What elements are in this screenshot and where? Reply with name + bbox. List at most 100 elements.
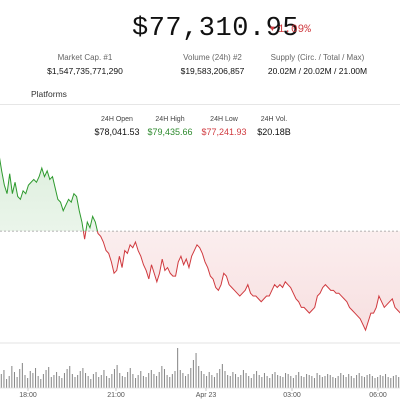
volume-bar xyxy=(303,377,305,388)
volume-bar xyxy=(227,375,229,388)
volume-bar xyxy=(324,376,326,388)
volume-bar xyxy=(298,372,300,388)
volume-bar xyxy=(150,370,152,388)
volume-bar xyxy=(292,378,294,388)
volume-bar xyxy=(261,377,263,388)
ohlc-label: 24H Vol. xyxy=(260,116,288,123)
volume-bar xyxy=(137,375,139,388)
volume-bar xyxy=(269,378,271,388)
volume-bar xyxy=(321,377,323,388)
volume-bar xyxy=(11,366,13,388)
volume-bar xyxy=(216,373,218,388)
volume-bar xyxy=(266,376,268,388)
price-chart[interactable]: 18:00 21:00 Apr 23 03:00 06:00 xyxy=(0,143,400,400)
volume-bar xyxy=(182,373,184,388)
volume-bar xyxy=(235,374,237,388)
volume-bar xyxy=(113,369,115,388)
volume-bar xyxy=(195,353,197,388)
volume-bar xyxy=(361,376,363,388)
volume-bar xyxy=(103,370,105,388)
volume-bar xyxy=(85,373,87,388)
volume-bar xyxy=(245,373,247,388)
stat-value: $19,583,206,857 xyxy=(180,66,245,76)
volume-bar xyxy=(0,374,2,388)
stat-label: Market Cap. #1 xyxy=(57,53,113,62)
volume-bar xyxy=(258,375,260,388)
volume-bar xyxy=(229,376,231,388)
volume-bar xyxy=(90,379,92,388)
section-tabs: Platforms xyxy=(0,84,400,105)
price-change-value: 1.09% xyxy=(277,24,311,36)
volume-bar xyxy=(129,368,131,388)
volume-bar xyxy=(329,375,331,388)
volume-bar xyxy=(306,374,308,388)
ohlc-summary: 24H Open $78,041.53 24H High $79,435.66 … xyxy=(0,116,400,142)
volume-bar xyxy=(82,368,84,388)
volume-bar xyxy=(395,375,397,388)
volume-bar xyxy=(279,376,281,388)
ohlc-value: $20.18B xyxy=(257,127,291,137)
volume-bar xyxy=(169,377,171,388)
volume-bar xyxy=(211,375,213,388)
volume-bar xyxy=(61,378,63,388)
volume-bar xyxy=(287,374,289,388)
volume-bar xyxy=(32,373,34,388)
volume-bar xyxy=(335,378,337,388)
volume-bar xyxy=(27,378,29,388)
volume-bar xyxy=(40,379,42,388)
ohlc-label: 24H Open xyxy=(101,116,133,123)
volume-bar xyxy=(161,366,163,388)
volume-bar xyxy=(311,376,313,388)
volume-bar xyxy=(148,373,150,388)
stat-label: Volume (24h) #2 xyxy=(183,53,242,62)
x-tick-label: 18:00 xyxy=(19,392,37,399)
ohlc-value: $78,041.53 xyxy=(94,127,140,137)
x-tick-label: 21:00 xyxy=(107,392,125,399)
volume-bar xyxy=(377,377,379,388)
volume-bar xyxy=(190,368,192,388)
volume-bar xyxy=(63,373,65,388)
volume-bar xyxy=(337,376,339,388)
area-above-open xyxy=(0,160,400,232)
volume-bar xyxy=(163,369,165,388)
volume-bar xyxy=(35,368,37,388)
ohlc-label: 24H Low xyxy=(210,116,238,123)
volume-bar xyxy=(50,377,52,388)
volume-bar xyxy=(79,371,81,388)
volume-bar xyxy=(203,374,205,388)
ohlc-low: 24H Low $77,241.93 xyxy=(198,116,250,137)
volume-bar xyxy=(13,372,15,388)
volume-bar xyxy=(119,373,121,388)
volume-bar xyxy=(242,370,244,388)
volume-bar xyxy=(285,373,287,388)
volume-bar xyxy=(16,377,18,388)
volume-bar xyxy=(369,374,371,388)
area-below-open xyxy=(83,231,400,331)
tab-platforms[interactable]: Platforms xyxy=(31,89,67,99)
down-arrow-icon: ▼ xyxy=(270,25,275,34)
volume-bar xyxy=(382,376,384,388)
current-price: $77,310.95 xyxy=(132,14,300,44)
volume-bar xyxy=(116,365,118,388)
volume-bar xyxy=(166,375,168,388)
volume-bar xyxy=(77,375,79,388)
volume-bar xyxy=(124,377,126,388)
ohlc-volume: 24H Vol. $20.18B xyxy=(254,116,294,137)
price-line-below xyxy=(82,231,400,332)
x-tick-label: 03:00 xyxy=(283,392,301,399)
volume-bar xyxy=(340,373,342,388)
volume-bar xyxy=(100,375,102,388)
volume-bar xyxy=(69,366,71,388)
volume-bar xyxy=(95,372,97,388)
volume-bar xyxy=(53,375,55,388)
volume-bar xyxy=(385,374,387,388)
volume-bar xyxy=(198,366,200,388)
volume-bar xyxy=(3,370,5,388)
volume-bar xyxy=(132,374,134,388)
volume-bar xyxy=(348,374,350,388)
volume-bar xyxy=(313,378,315,388)
volume-bar xyxy=(206,376,208,388)
volume-bar xyxy=(358,373,360,388)
volume-bar xyxy=(290,376,292,388)
volume-bar xyxy=(145,377,147,388)
